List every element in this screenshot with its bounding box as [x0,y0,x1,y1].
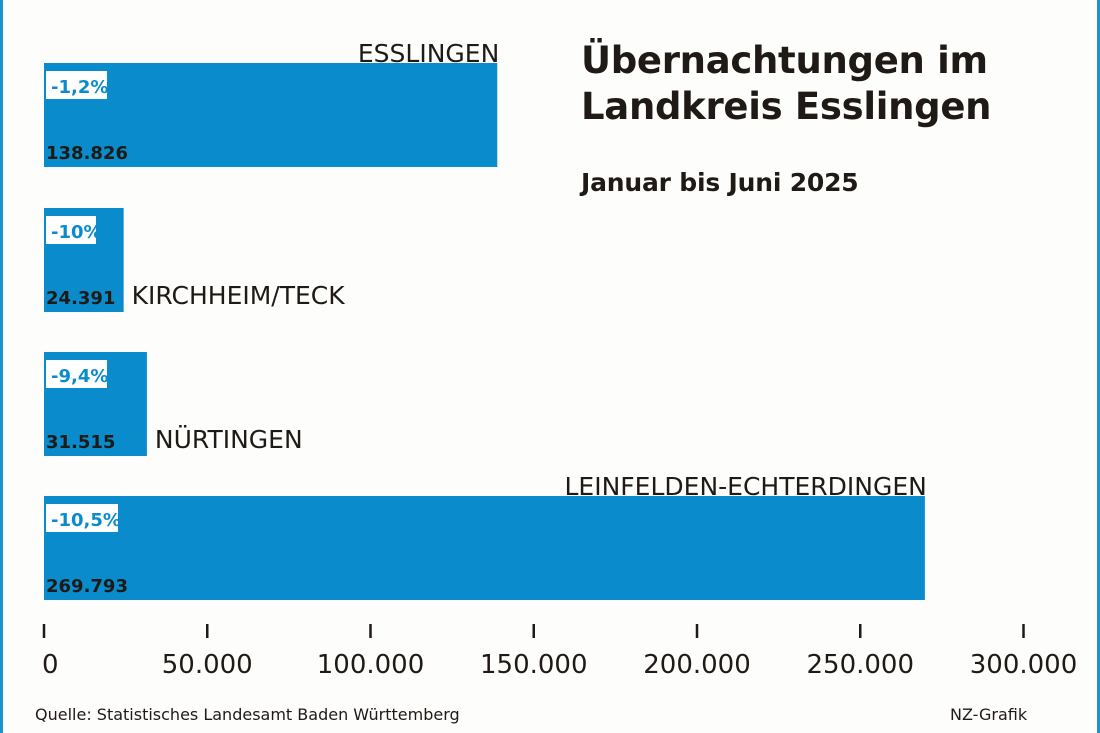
bar-4-change-label: -10,5% [51,510,121,531]
x-axis: 0 50.000 100.000 150.000 200.000 250.000 300.0… [42,624,1077,680]
bar-1 [44,63,498,167]
bar-4-change-box [46,504,118,532]
x-tick-label-1: 50.000 [162,650,253,680]
bar-2-change-box [46,216,96,244]
graphic-credit: NZ-Grafik [950,705,1028,724]
x-tick-label-3: 150.000 [480,650,588,680]
source-note: Quelle: Statistisches Landesamt Baden Wü… [35,705,460,724]
bar-2-change-label: -10% [51,222,102,243]
bars-group: -1,2% 138.826 ESSLINGEN -10% 24.391 KIRCHHEIM… [44,39,927,600]
bar-4-category-label: LEINFELDEN-ECHTERDINGEN [565,472,927,501]
bar-4-value-label: 269.793 [46,576,128,597]
chart-subtitle: Januar bis Juni 2025 [581,168,859,197]
bar-1-value-label: 138.826 [46,143,128,164]
bar-3-value-label: 31.515 [46,432,115,453]
bar-3-change-box [46,360,107,388]
x-tick-label-2: 100.000 [317,650,425,680]
bar-3-category-label: NÜRTINGEN [155,425,303,454]
bar-1-change-box [46,71,107,99]
bar-2-category-label: KIRCHHEIM/TECK [132,281,346,310]
bar-1-category-label: ESSLINGEN [358,39,499,68]
x-tick-label-6: 300.000 [970,650,1078,680]
x-tick-label-4: 200.000 [643,650,751,680]
bar-3-change-label: -9,4% [51,366,108,387]
x-tick-label-0: 0 [42,650,59,680]
bar-1-change-label: -1,2% [51,77,108,98]
bar-2-value-label: 24.391 [46,288,115,309]
bar-4 [44,496,925,600]
x-tick-label-5: 250.000 [806,650,914,680]
chart-title: Übernachtungen im Landkreis Esslingen [581,39,992,128]
